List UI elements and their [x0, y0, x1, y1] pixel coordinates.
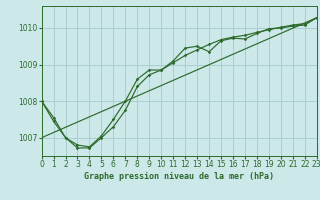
X-axis label: Graphe pression niveau de la mer (hPa): Graphe pression niveau de la mer (hPa) [84, 172, 274, 181]
